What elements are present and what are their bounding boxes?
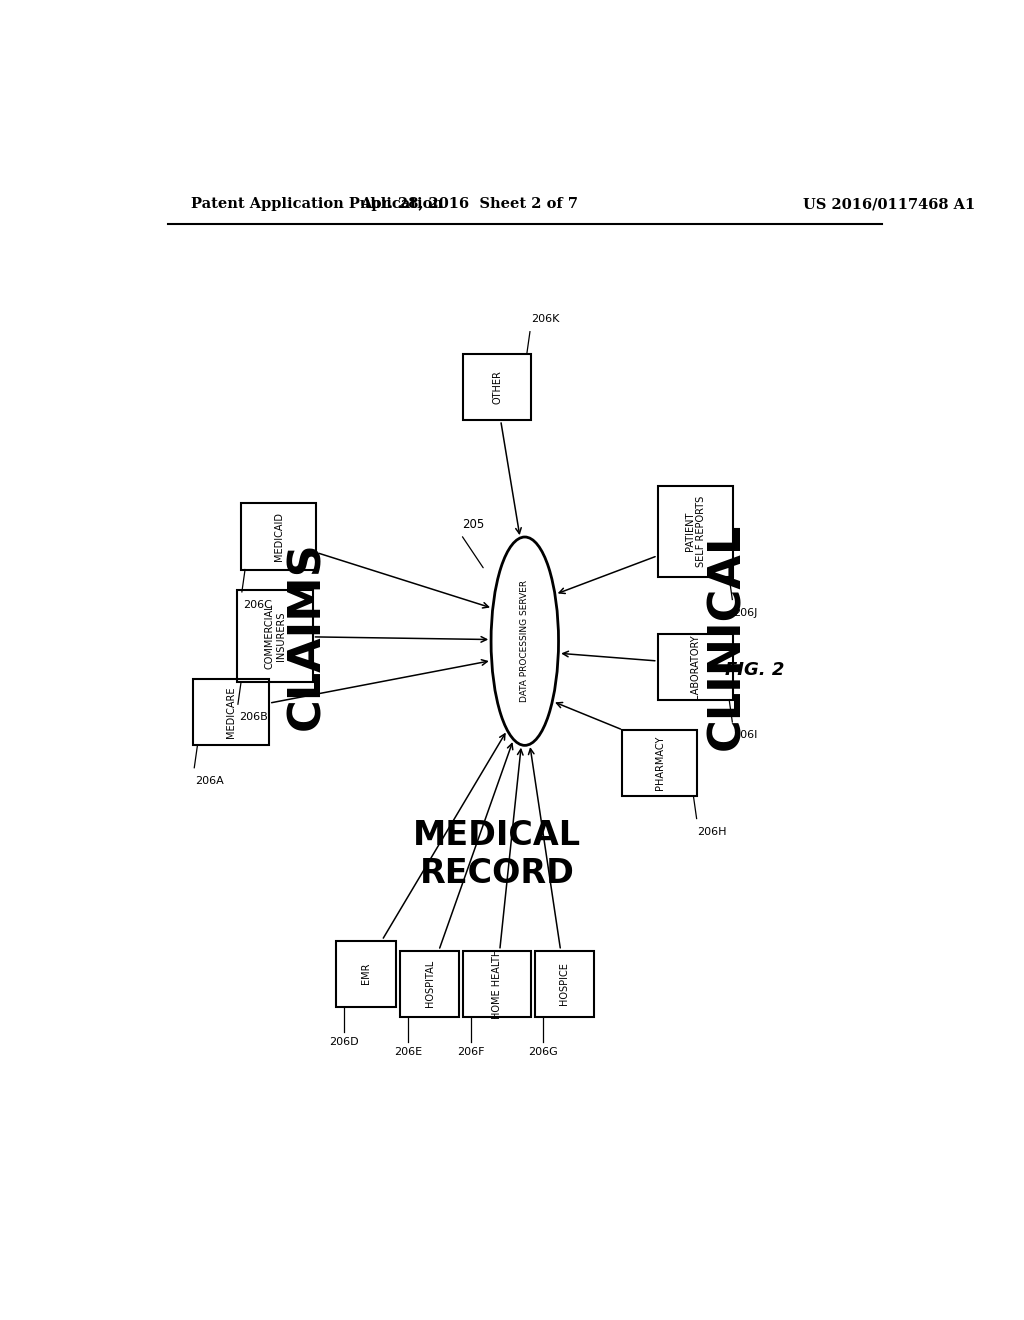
Text: HOSPICE: HOSPICE [559,962,569,1005]
Text: PATIENT
SELF REPORTS: PATIENT SELF REPORTS [685,496,707,568]
Text: CLINICAL: CLINICAL [706,523,749,750]
Text: 206H: 206H [697,826,727,837]
Text: OTHER: OTHER [492,370,502,404]
Text: MEDICARE: MEDICARE [226,686,237,738]
Text: 206D: 206D [330,1038,359,1047]
Bar [399,950,460,1016]
Bar [622,730,697,796]
Text: MEDICAL
RECORD: MEDICAL RECORD [413,818,581,890]
Text: 206E: 206E [393,1047,422,1057]
Bar [657,486,733,577]
Bar [463,354,530,420]
Text: LABORATORY: LABORATORY [690,635,700,698]
Text: 206C: 206C [243,601,271,610]
Text: US 2016/0117468 A1: US 2016/0117468 A1 [803,197,975,211]
Bar [463,950,530,1016]
Text: 206B: 206B [239,713,267,722]
Bar [194,680,269,746]
Text: HOSPITAL: HOSPITAL [425,960,434,1007]
Bar [238,590,312,682]
Text: CLAIMS: CLAIMS [285,541,328,730]
Text: 205: 205 [463,519,484,532]
Text: Apr. 28, 2016  Sheet 2 of 7: Apr. 28, 2016 Sheet 2 of 7 [360,197,579,211]
Text: 206G: 206G [527,1047,557,1057]
Text: 206K: 206K [530,314,559,323]
Text: COMMERCIAL
INSURERS: COMMERCIAL INSURERS [264,603,286,669]
Text: 206A: 206A [195,776,224,785]
Bar [657,634,733,700]
Bar [336,941,396,1007]
Text: 206J: 206J [733,607,758,618]
Bar [535,950,594,1016]
Text: FIG. 2: FIG. 2 [725,660,784,678]
Text: 206F: 206F [458,1047,485,1057]
Text: Patent Application Publication: Patent Application Publication [191,197,443,211]
Text: EMR: EMR [361,962,371,985]
Text: MEDICAID: MEDICAID [273,512,284,561]
Bar [241,503,316,569]
Text: 206I: 206I [733,730,758,741]
Text: DATA PROCESSING SERVER: DATA PROCESSING SERVER [520,579,529,702]
Text: HOME HEALTH: HOME HEALTH [492,949,502,1019]
Text: PHARMACY: PHARMACY [654,737,665,791]
